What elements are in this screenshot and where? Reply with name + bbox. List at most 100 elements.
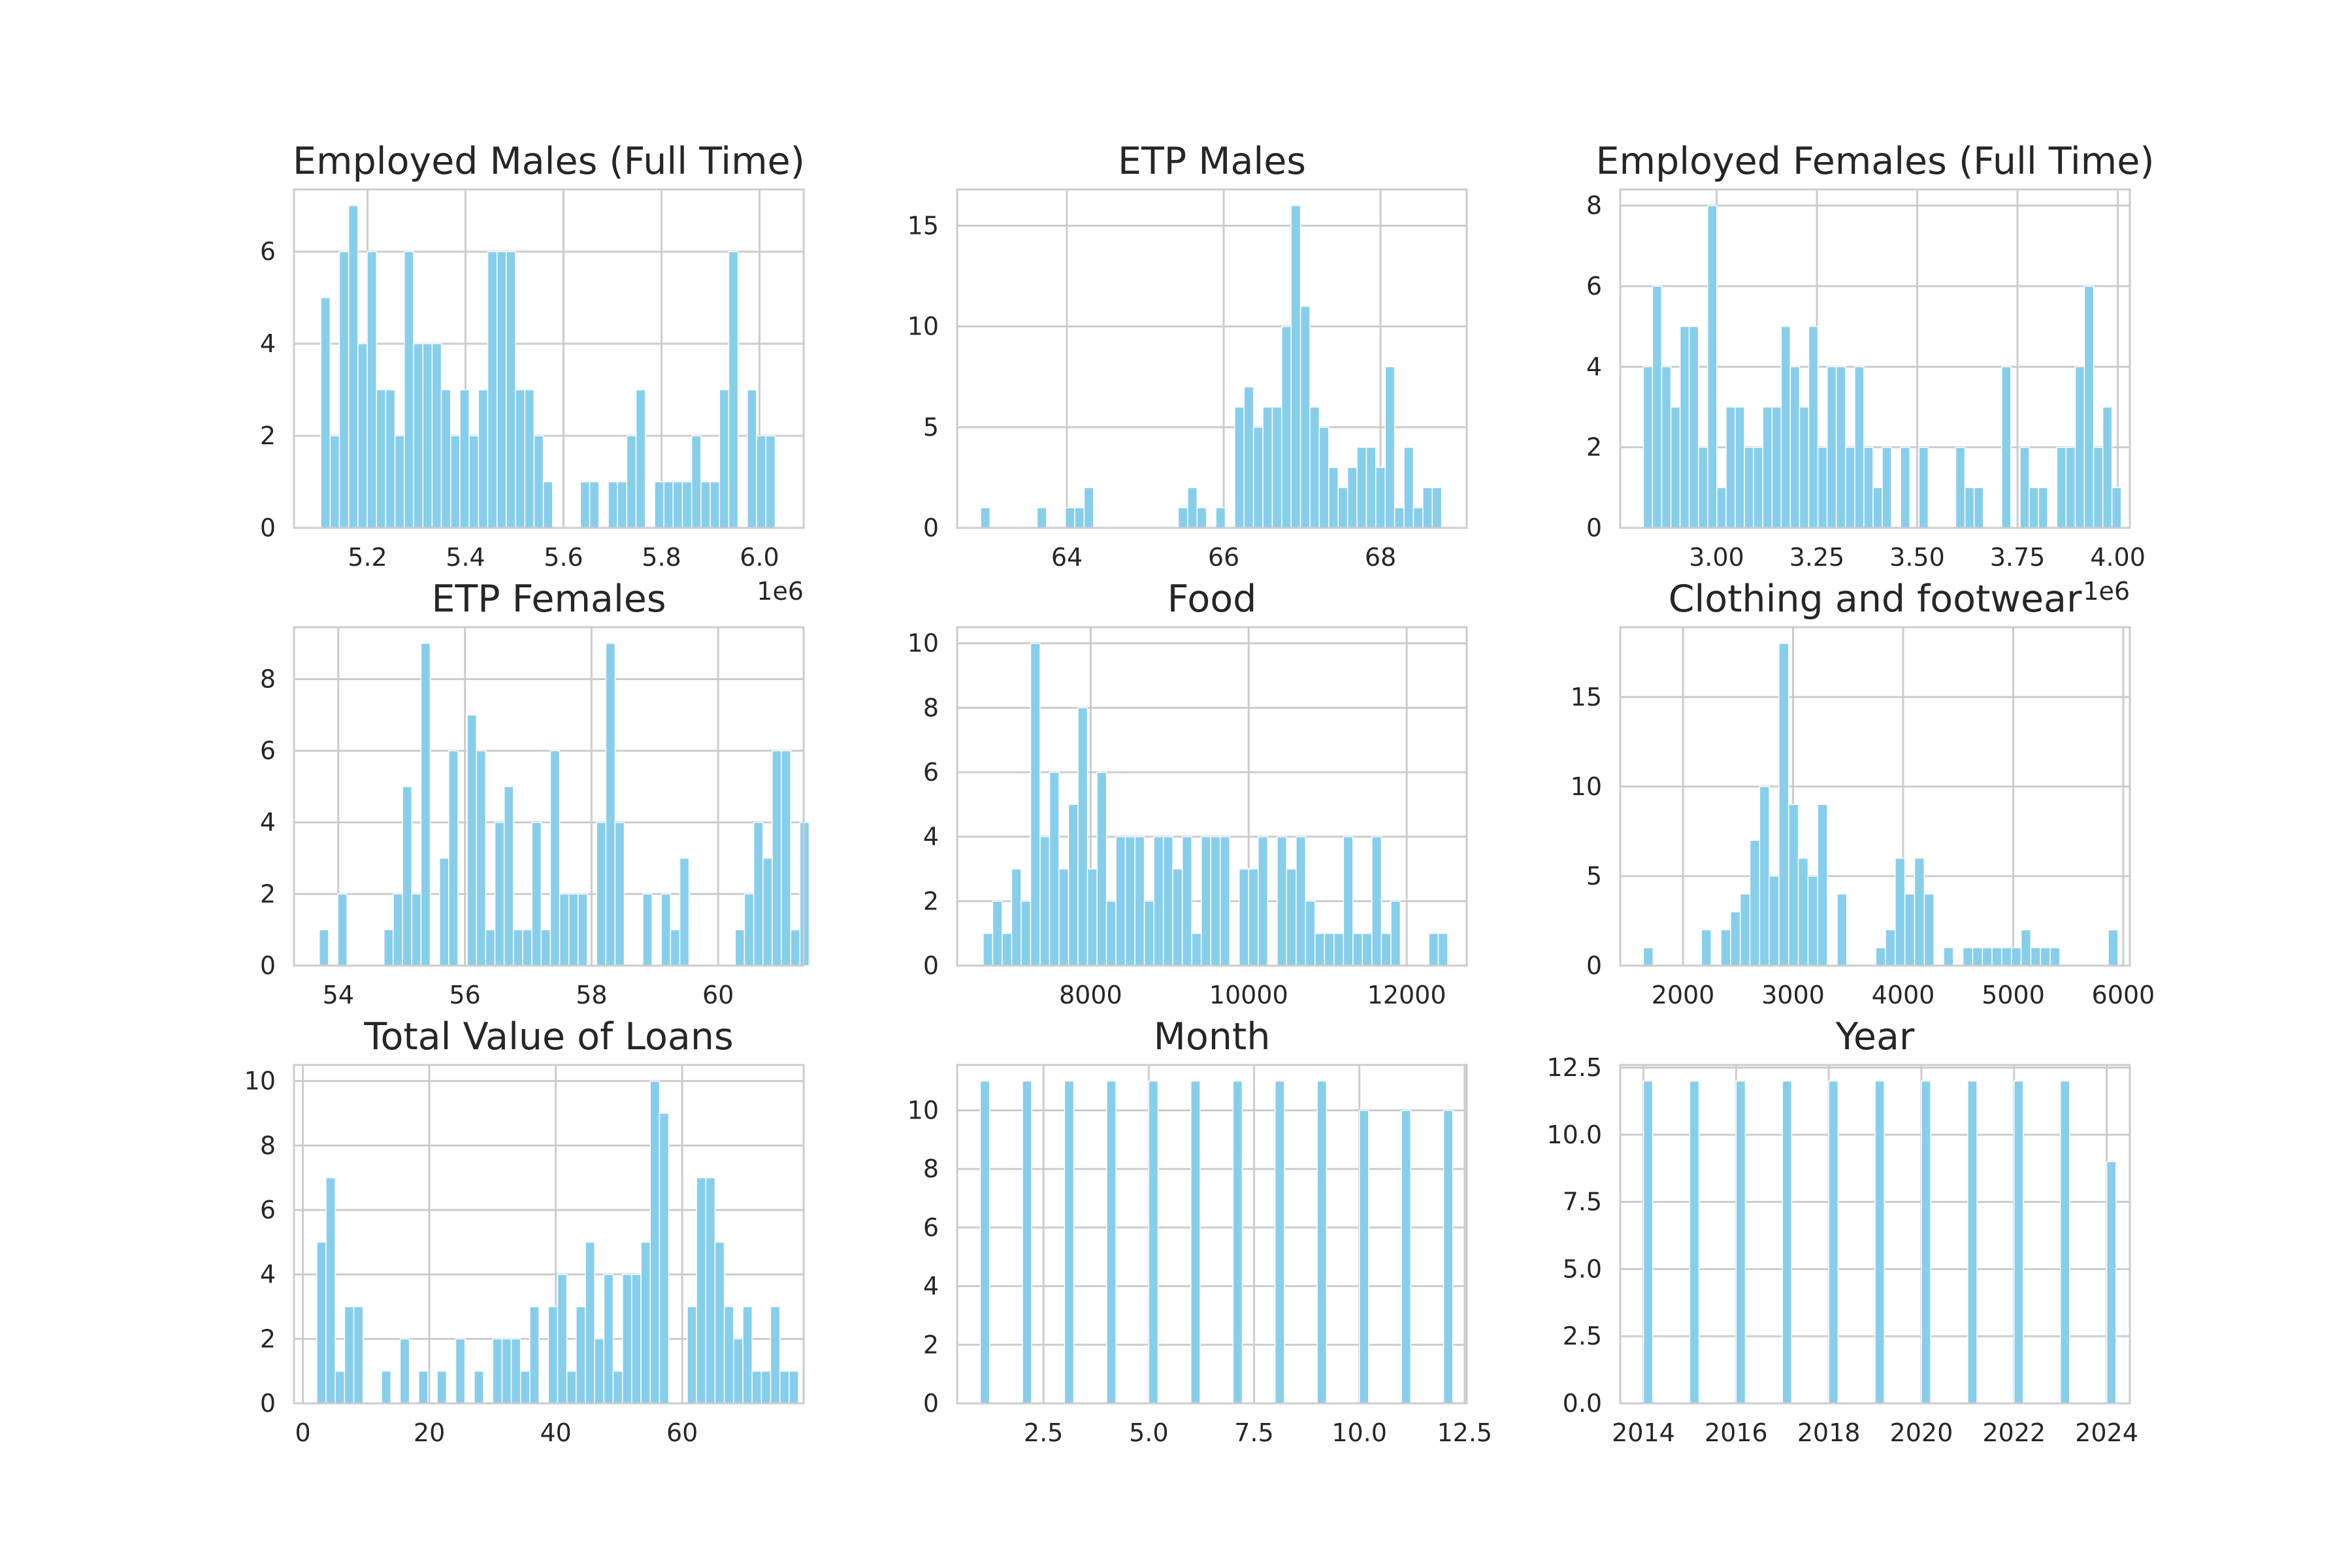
histogram-bar	[789, 1370, 799, 1404]
histogram-bar	[614, 821, 625, 966]
histogram-bar	[1652, 286, 1663, 529]
histogram-panel: 64 66 68 0 5 10 15 ETP Males	[907, 140, 1468, 572]
y-tick-label: 6	[923, 1213, 939, 1242]
y-tick-label: 15	[1571, 683, 1602, 711]
histogram-bar	[1181, 836, 1192, 966]
x-tick-label: 56	[449, 981, 480, 1009]
histogram-bar	[1358, 1109, 1369, 1404]
histogram-bar	[1689, 1080, 1700, 1404]
histogram-bar	[1744, 446, 1754, 529]
histogram-bar	[2102, 406, 2113, 529]
histogram-bar	[466, 714, 477, 966]
histogram-bar	[626, 435, 637, 529]
histogram-bar	[1828, 1080, 1839, 1404]
y-tick-label: 7.5	[1563, 1188, 1602, 1217]
histogram-bar	[325, 1177, 336, 1404]
y-tick-label: 5	[1586, 862, 1602, 890]
y-tick-label: 8	[260, 664, 276, 693]
y-tick-label: 2	[260, 421, 276, 450]
histogram-bar	[753, 821, 764, 966]
histogram-bar	[1443, 1109, 1454, 1404]
histogram-bar	[335, 1370, 346, 1404]
histogram-bar	[1049, 772, 1060, 966]
histogram-bar	[420, 642, 431, 966]
histogram-bar	[1428, 932, 1439, 966]
histogram-bar	[661, 893, 672, 966]
y-tick-label: 4	[923, 823, 939, 851]
histogram-bar	[1328, 466, 1339, 529]
y-tick-label: 4	[260, 808, 276, 837]
histogram-bar	[728, 251, 739, 529]
histogram-panel: 54 56 58 60 0 2 4 6 8 ETP Females	[260, 578, 810, 1009]
histogram-bar	[640, 1241, 651, 1404]
histogram-bar	[642, 893, 653, 966]
histogram-bar	[2038, 487, 2048, 529]
histogram-bar	[710, 481, 721, 529]
histogram-bar	[1642, 366, 1654, 529]
y-tick-label: 8	[923, 693, 939, 722]
x-tick-label: 3.50	[1889, 543, 1945, 572]
histogram-bar	[1720, 929, 1731, 966]
histogram-bar	[1356, 446, 1367, 529]
x-tick-label: 10000	[1209, 981, 1288, 1009]
histogram-bar	[1817, 446, 1828, 529]
histogram-bar	[503, 786, 514, 966]
histogram-bar	[566, 1370, 577, 1404]
histogram-bar	[772, 750, 782, 966]
histogram-bar	[1874, 1080, 1885, 1404]
histogram-bar	[1036, 507, 1047, 529]
y-tick-label: 0	[923, 951, 939, 980]
x-tick-label: 68	[1365, 543, 1396, 572]
x-tick-label: 3.00	[1689, 543, 1744, 572]
histogram-bar	[422, 343, 433, 529]
histogram-bar	[478, 389, 489, 529]
histogram-bar	[515, 389, 526, 529]
histogram-bar	[344, 1306, 355, 1404]
x-tick-label: 5.4	[446, 543, 485, 572]
histogram-bar	[438, 857, 449, 966]
histogram-bar	[1900, 446, 1910, 529]
histogram-bar	[659, 1113, 670, 1404]
histogram-bar	[501, 1338, 512, 1404]
x-tick-label: 3.25	[1789, 543, 1845, 572]
histogram-bar	[2065, 446, 2076, 529]
panel-title: Year	[1835, 1015, 1915, 1058]
histogram-bar	[1257, 836, 1269, 966]
histogram-bar	[1064, 507, 1075, 529]
histogram-bar	[1299, 306, 1311, 529]
histogram-bar	[2001, 947, 2012, 966]
histogram-bar	[1362, 932, 1373, 966]
y-tick-label: 4	[260, 329, 276, 358]
histogram-bar	[348, 204, 359, 529]
histogram-bar	[1352, 932, 1364, 966]
histogram-bar	[1863, 446, 1874, 529]
x-tick-label: 7.5	[1234, 1418, 1273, 1447]
histogram-bar	[1799, 406, 1810, 529]
histogram-bar	[1670, 406, 1681, 529]
histogram-bar	[1789, 366, 1801, 529]
x-tick-label: 58	[576, 981, 607, 1009]
histogram-bar	[542, 481, 553, 529]
y-tick-label: 0	[260, 1389, 276, 1418]
axes-frame	[293, 626, 805, 967]
histogram-bar	[751, 1370, 762, 1404]
histogram-bar	[1002, 932, 1013, 966]
x-tick-label: 2020	[1890, 1418, 1953, 1447]
axes-frame	[1619, 1064, 2131, 1405]
histogram-bar	[1854, 366, 1865, 529]
histogram-bar	[980, 507, 991, 529]
y-tick-label: 6	[260, 1196, 276, 1224]
panel-title: ETP Females	[431, 578, 666, 621]
histogram-bar	[1191, 932, 1202, 966]
histogram-bar	[1943, 947, 1954, 966]
y-tick-label: 10	[907, 312, 939, 341]
histogram-bar	[691, 435, 702, 529]
histogram-bar	[1394, 507, 1405, 529]
histogram-bar	[474, 1370, 484, 1404]
x-tick-label: 20	[414, 1418, 445, 1447]
panel-title: Month	[1154, 1015, 1271, 1058]
histogram-bar	[1725, 406, 1736, 529]
histogram-bar	[1200, 836, 1211, 966]
histogram-bar	[1011, 868, 1022, 966]
histogram-bar	[510, 1338, 521, 1404]
